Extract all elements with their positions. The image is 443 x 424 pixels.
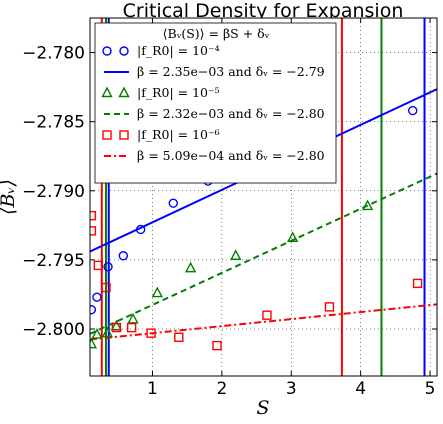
y-axis-label: ⟨Bᵥ⟩ [0,179,19,215]
data-point [361,199,374,211]
data-point [408,105,418,116]
data-point [103,262,113,272]
data-point [93,260,104,271]
data-point [230,249,242,260]
data-point [92,292,102,302]
data-point [168,198,178,208]
legend-fit-label: β = 5.09e−04 and δᵥ = −2.80 [137,148,325,163]
fit-line [90,172,437,335]
chart-title: Critical Density for Expansion [123,0,404,22]
data-point [90,226,97,236]
data-point [101,282,111,293]
data-point [111,322,122,333]
y-tick-label: −2.785 [22,113,85,133]
legend-title: ⟨Bᵥ(S)⟩ = βS + δᵥ [163,26,270,41]
legend: ⟨Bᵥ(S)⟩ = βS + δᵥ |f_R0| = 10⁻⁴ β = 2.35e… [94,22,337,184]
legend-marker [119,46,129,56]
data-point [90,337,98,349]
y-tick-label: −2.800 [22,320,85,340]
data-point [212,340,222,351]
x-tick-label: 2 [216,379,227,399]
plot-frame [89,17,438,377]
data-point [135,224,146,235]
legend-series-label: |f_R0| = 10⁻⁴ [137,43,220,58]
legend-fit-label: β = 2.32e−03 and δᵥ = −2.80 [137,106,325,121]
y-tick-label: −2.795 [22,251,85,271]
legend-fit-label: β = 2.35e−03 and δᵥ = −2.79 [137,64,325,79]
legend-marker [118,86,130,98]
x-tick-label: 3 [286,379,297,399]
legend-marker [119,130,129,140]
data-point [324,302,335,312]
y-tick-label: −2.790 [22,182,85,202]
legend-marker [102,46,112,56]
vertical-lines [100,18,426,376]
data-point [184,261,197,273]
legend-series-label: |f_R0| = 10⁻⁵ [137,85,220,100]
x-tick-label: 1 [147,379,158,399]
data-point [90,304,97,315]
legend-series-label: |f_R0| = 10⁻⁶ [137,127,220,142]
data-point [151,286,163,298]
data-point [262,310,272,320]
tick-labels: 1 2 3 4 5 −2.780 −2.785 −2.790 −2.795 −2.800 [22,44,435,399]
data-point [412,278,423,289]
data-point [91,328,103,339]
data-point [110,319,123,331]
x-tick-label: 4 [355,379,366,399]
data-point [127,312,139,324]
x-tick-label: 5 [425,379,436,399]
data-point [90,210,97,221]
x-axis-label: S [256,397,269,419]
data-point [174,332,184,342]
data-point [118,251,129,261]
axis-ticks [90,18,437,376]
data-point [101,326,114,338]
data-point [286,231,299,242]
fit-line [90,303,437,341]
legend-marker [101,86,113,98]
y-tick-label: −2.780 [22,44,85,64]
data-point [126,322,137,333]
legend-box [94,22,337,184]
legend-marker [102,130,112,140]
data-point [146,328,156,338]
